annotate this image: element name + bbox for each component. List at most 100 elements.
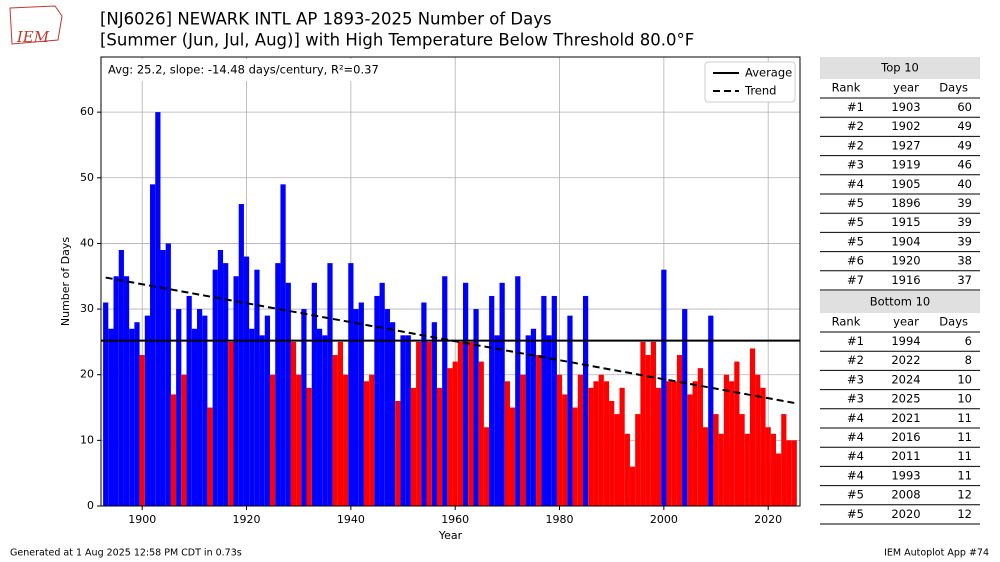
bar [108,328,114,506]
bar [729,381,735,506]
bar [196,309,203,506]
bar [755,374,761,506]
bar [400,335,406,506]
table-cell: #7 [847,273,864,287]
bar [306,387,312,506]
bar [687,394,693,506]
footer-left: Generated at 1 Aug 2025 12:58 PM CDT in … [10,548,242,559]
table-cell: 1896 [891,196,920,210]
bar [468,341,474,506]
bar [374,295,380,506]
bar [478,361,484,506]
bar [337,341,344,506]
bar [348,263,354,506]
y-axis-label: Number of Days [59,237,72,327]
bar [270,374,276,506]
table-cell: 1904 [891,234,920,248]
trend-line [105,276,795,404]
table-cell: #3 [847,372,864,386]
bar [556,374,563,506]
y-tick-label: 0 [87,499,94,512]
bar [520,374,526,506]
bar [379,282,385,506]
table-cell: 1993 [891,468,920,482]
table-cell: #4 [847,468,864,482]
logo-shape [9,5,63,45]
bar [682,309,688,506]
chart-subtitle: [Summer (Jun, Jul, Aug)] with High Tempe… [100,31,694,50]
bar [650,341,657,506]
legend-label: Trend [744,84,776,98]
bar [416,341,422,506]
bar [311,282,317,506]
x-tick-label: 1960 [441,513,469,526]
bar [316,328,323,506]
legend-label: Average [745,66,792,80]
bar [739,414,745,506]
bar [708,315,714,506]
bar [635,414,641,506]
y-tick-label: 40 [80,236,94,249]
table-cell: #3 [847,158,864,172]
bar [384,309,390,506]
table-cell: 10 [957,392,972,406]
bar [426,341,432,506]
bar [181,374,187,506]
bar [165,243,171,507]
table-cell: 46 [957,158,972,172]
bar [781,414,787,506]
bar [713,414,719,506]
logo: IEM [16,28,50,46]
bar [217,249,224,507]
bar [640,341,646,506]
annotation: Avg: 25.2, slope: -14.48 days/century, R… [108,63,379,77]
table-cell: 39 [957,215,972,229]
table-cell: 1915 [891,215,920,229]
bar [661,269,667,506]
bar [254,269,260,506]
bar [405,335,411,506]
bar [395,400,401,506]
table-cell: 49 [957,119,972,133]
bar [113,276,119,506]
table-cell: 1902 [891,119,920,133]
bar [353,309,359,506]
bar [671,381,677,506]
bar [290,341,297,506]
table-cell: 12 [957,507,972,521]
table-column-header: Days [939,315,968,329]
table-cell: #5 [847,488,864,502]
bar [489,295,495,506]
x-tick-label: 1920 [233,513,261,526]
bar [410,387,417,506]
bar [770,433,777,506]
table-cell: #5 [847,234,864,248]
bar [160,249,166,507]
table-cell: 1927 [891,138,920,152]
table-cell: 60 [957,100,972,114]
bar [744,433,750,506]
bar [170,394,177,506]
bar [327,263,333,506]
bar [436,387,443,506]
bar [734,361,740,506]
bar [207,407,213,506]
table-cell: 39 [957,196,972,210]
bar [431,322,437,506]
chart-title: [NJ6026] NEWARK INTL AP 1893-2025 Number… [100,10,552,29]
bar [656,387,662,506]
y-tick-label: 10 [80,433,94,446]
x-tick-label: 2020 [754,513,782,526]
bar [280,184,286,506]
table-cell: 11 [957,449,972,463]
table-cell: #4 [847,177,864,191]
bar [749,348,756,506]
bar [134,322,140,506]
bar [718,433,724,506]
plot-frame [100,56,801,507]
y-tick-label: 50 [80,171,94,184]
bar [619,387,625,506]
bar [765,427,771,506]
bar [264,315,271,506]
table-cell: 2024 [891,372,920,386]
